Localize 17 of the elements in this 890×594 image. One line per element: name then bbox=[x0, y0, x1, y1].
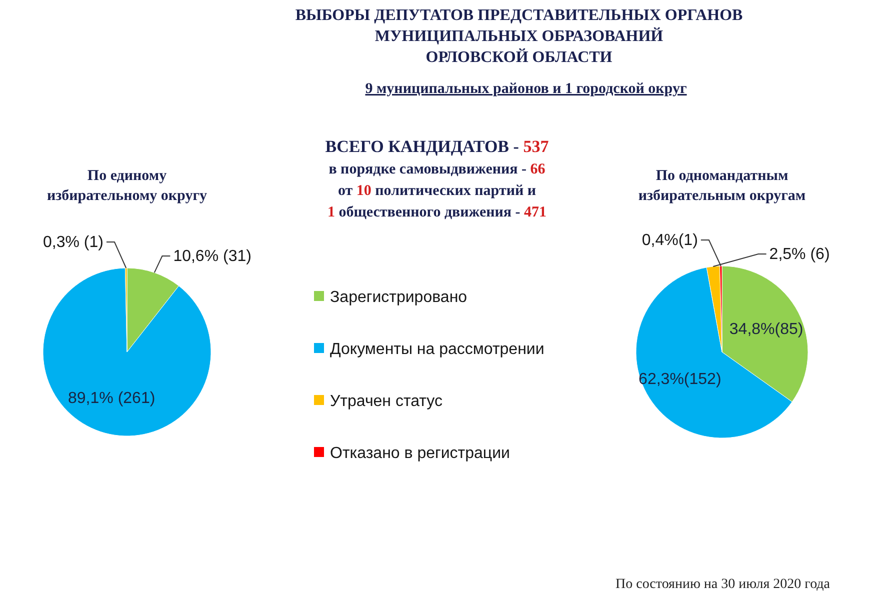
text: По состоянию на 30 июля 2020 года bbox=[616, 577, 831, 592]
legend-label: Отказано в регистрации bbox=[330, 445, 510, 462]
data-label: 34,8%(85) bbox=[729, 321, 804, 338]
legend-label: Зарегистрировано bbox=[330, 289, 468, 306]
legend-label: Утрачен статус bbox=[330, 393, 442, 410]
text: 9 муниципальных районов и 1 городской округ bbox=[365, 81, 687, 97]
chart-title: По одномандатным избирательным округам bbox=[638, 168, 806, 204]
data-label: 89,1% (261) bbox=[68, 390, 156, 408]
data-label: 0,3% (1) bbox=[43, 234, 104, 251]
data-label: 0,4%(1) bbox=[642, 232, 698, 249]
data-label: 10,6% (31) bbox=[173, 248, 252, 265]
chart-title: По единому избирательному округу bbox=[46, 168, 208, 204]
legend-label: Документы на рассмотрении bbox=[330, 341, 544, 358]
pie-slice bbox=[42, 268, 212, 436]
data-label: 2,5% (6) bbox=[769, 246, 830, 263]
text: ВЫБОРЫ ДЕПУТАТОВ ПРЕДСТАВИТЕЛЬНЫХ ОРГАНОВ МУНИЦИПАЛЬНЫХ ОБРАЗОВАНИЙ ОРЛОВСКОЙ ОБЛАСТИ bbox=[295, 7, 744, 66]
text: ВСЕГО КАНДИДАТОВ - 537 в порядке самовыдвижения - 66 от 10 политических партий и 1 общественного движения - 471 bbox=[325, 137, 549, 220]
